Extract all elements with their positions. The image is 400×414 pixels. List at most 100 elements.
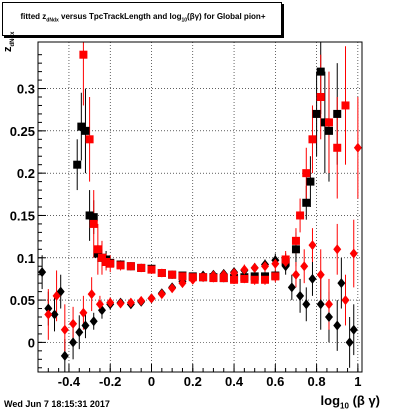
x-tick-label: 1 bbox=[354, 374, 361, 389]
diamond-marker bbox=[302, 299, 311, 310]
diamond-marker bbox=[75, 327, 84, 338]
diamond-marker bbox=[106, 297, 115, 308]
square-marker bbox=[324, 126, 333, 135]
square-marker bbox=[291, 236, 300, 245]
diamond-marker bbox=[316, 299, 325, 310]
timestamp-footer: Wed Jun 7 18:15:31 2017 bbox=[4, 399, 110, 409]
diamond-marker bbox=[89, 316, 98, 327]
diamond-marker bbox=[87, 289, 96, 300]
diamond-marker bbox=[219, 269, 228, 280]
diamond-marker bbox=[60, 350, 69, 361]
square-marker bbox=[102, 258, 111, 266]
diamond-marker bbox=[341, 295, 350, 306]
diamond-marker bbox=[287, 282, 296, 293]
x-tick-label: 0.6 bbox=[266, 374, 284, 389]
square-marker bbox=[77, 122, 86, 131]
diamond-marker bbox=[178, 278, 187, 289]
square-marker bbox=[126, 262, 135, 271]
diamond-marker bbox=[44, 303, 53, 314]
y-tick-label: 0.1 bbox=[17, 251, 35, 266]
square-marker bbox=[240, 274, 249, 283]
square-marker bbox=[73, 160, 82, 169]
y-tick-label: 0.15 bbox=[10, 208, 35, 223]
diamond-marker bbox=[349, 324, 358, 335]
square-marker bbox=[230, 275, 239, 284]
diamond-marker bbox=[240, 264, 249, 275]
square-marker bbox=[312, 109, 321, 118]
diamond-marker bbox=[316, 269, 325, 280]
square-marker bbox=[93, 245, 102, 254]
square-marker bbox=[147, 265, 156, 274]
square-marker bbox=[316, 93, 325, 101]
square-marker bbox=[341, 101, 350, 110]
diamond-marker bbox=[308, 240, 317, 251]
diamond-marker bbox=[261, 261, 270, 272]
square-marker bbox=[261, 275, 270, 284]
square-marker bbox=[308, 135, 317, 144]
square-marker bbox=[302, 198, 311, 207]
diamond-marker bbox=[324, 312, 333, 322]
diamond-marker bbox=[271, 258, 280, 269]
diamond-marker bbox=[157, 289, 166, 300]
square-marker bbox=[106, 259, 115, 268]
diamond-marker bbox=[50, 309, 59, 320]
diamond-marker bbox=[79, 307, 88, 318]
diamond-marker bbox=[230, 268, 239, 278]
diamond-marker bbox=[281, 257, 290, 267]
diamond-marker bbox=[308, 273, 317, 284]
square-marker bbox=[157, 269, 166, 277]
square-marker bbox=[93, 249, 102, 258]
diamond-marker bbox=[69, 318, 78, 329]
square-marker bbox=[302, 169, 311, 178]
diamond-marker bbox=[349, 248, 358, 259]
data-markers bbox=[38, 50, 362, 361]
diamond-marker bbox=[337, 278, 346, 289]
square-marker bbox=[296, 211, 305, 220]
y-tick-label: 0 bbox=[28, 335, 35, 350]
diamond-marker bbox=[38, 267, 47, 278]
square-marker bbox=[168, 270, 177, 279]
x-axis-label: log10 (β γ) bbox=[320, 393, 380, 411]
square-marker bbox=[271, 272, 280, 281]
y-tick-label: 0.25 bbox=[10, 124, 35, 139]
axes: -0.4 -0.2 0 0.2 0.4 0.6 0.8 1 0 0.05 0.1 0.15 0.2 0.2… bbox=[10, 54, 361, 389]
diamond-marker bbox=[333, 244, 342, 255]
diamond-marker bbox=[44, 309, 53, 320]
diamond-marker bbox=[95, 299, 104, 310]
square-marker bbox=[89, 219, 98, 228]
x-tick-label: 0.4 bbox=[225, 374, 244, 389]
diamond-marker bbox=[116, 298, 125, 309]
y-axis-label: zdNdx bbox=[2, 31, 17, 53]
x-tick-label: 0 bbox=[148, 374, 155, 389]
square-marker bbox=[291, 245, 300, 254]
diamond-marker bbox=[300, 261, 309, 272]
title-box: fitted zdNdx versus TpcTrackLength and l… bbox=[2, 2, 282, 36]
x-tick-label: 0.8 bbox=[308, 374, 326, 389]
diamond-marker bbox=[168, 283, 177, 294]
square-marker bbox=[324, 118, 333, 127]
x-tick-label: 0.2 bbox=[184, 374, 202, 389]
error-bars bbox=[41, 42, 359, 372]
square-marker bbox=[320, 118, 329, 127]
square-marker bbox=[333, 143, 342, 152]
diamond-marker bbox=[291, 269, 300, 280]
square-marker bbox=[116, 261, 125, 270]
square-marker bbox=[79, 50, 88, 59]
square-marker bbox=[306, 177, 315, 186]
diamond-marker bbox=[137, 295, 146, 306]
square-marker bbox=[97, 253, 106, 262]
diamond-marker bbox=[52, 290, 61, 301]
square-marker bbox=[250, 275, 259, 284]
diamond-marker bbox=[60, 324, 69, 335]
square-marker bbox=[137, 263, 146, 272]
square-marker bbox=[316, 67, 325, 76]
diamond-marker bbox=[345, 337, 354, 348]
diamond-marker bbox=[69, 337, 78, 348]
diamond-marker bbox=[81, 320, 90, 331]
diamond-marker bbox=[126, 297, 135, 308]
x-tick-label: -0.4 bbox=[58, 374, 81, 389]
diamond-marker bbox=[324, 299, 333, 310]
diamond-marker bbox=[209, 270, 218, 281]
diamond-marker bbox=[250, 262, 259, 273]
